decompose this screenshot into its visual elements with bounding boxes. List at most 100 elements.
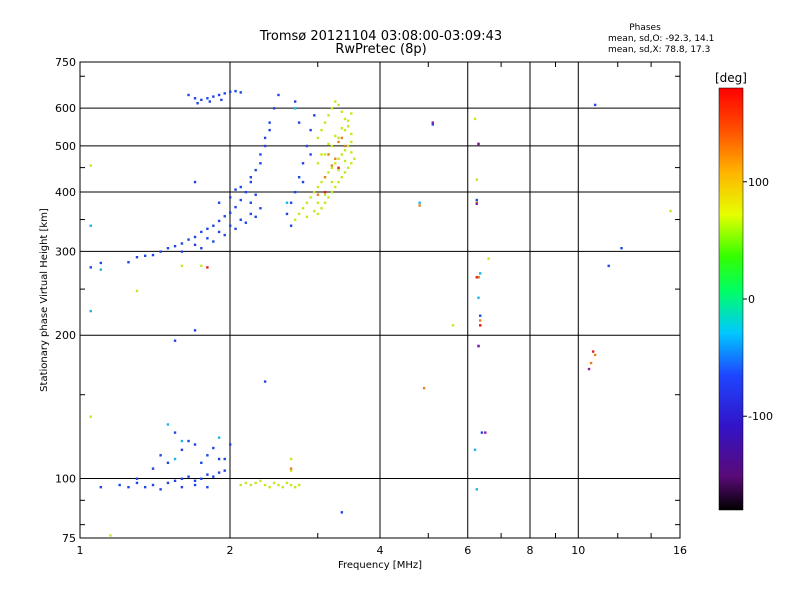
data-point	[334, 162, 337, 165]
data-point	[187, 439, 190, 443]
data-point	[229, 224, 232, 227]
data-point	[281, 485, 284, 489]
data-point	[301, 180, 305, 184]
data-point	[289, 467, 293, 470]
data-point	[259, 207, 262, 210]
data-point	[330, 144, 334, 148]
data-point	[620, 247, 623, 250]
data-point	[166, 247, 170, 250]
data-point	[343, 128, 347, 132]
data-point	[479, 272, 482, 275]
data-point	[337, 136, 340, 140]
data-point	[193, 97, 197, 100]
data-point	[180, 250, 184, 253]
data-point	[320, 180, 323, 184]
data-point	[229, 90, 232, 93]
data-point	[180, 448, 184, 452]
data-point	[418, 204, 421, 207]
data-point	[475, 198, 478, 202]
data-point	[337, 168, 340, 172]
data-point	[200, 461, 203, 465]
data-point	[327, 153, 330, 156]
data-point	[200, 247, 203, 250]
data-point	[337, 166, 340, 169]
data-point	[301, 207, 305, 210]
data-point	[217, 471, 221, 474]
x-tick-label: 10	[571, 544, 585, 557]
data-point	[330, 180, 334, 184]
y-tick-label: 200	[55, 329, 76, 342]
data-point	[475, 488, 478, 491]
data-point	[118, 483, 121, 487]
y-tick-label: 100	[55, 473, 76, 486]
y-tick-label: 300	[55, 245, 76, 258]
data-point	[323, 201, 327, 204]
data-point	[309, 196, 312, 199]
data-point	[330, 107, 334, 110]
data-point	[259, 153, 262, 156]
data-point	[229, 196, 232, 199]
data-point	[350, 151, 353, 154]
data-point	[289, 201, 293, 204]
data-point	[135, 256, 139, 259]
data-point	[229, 211, 232, 214]
data-point	[223, 469, 226, 472]
data-point	[193, 235, 197, 239]
data-point	[135, 481, 139, 485]
data-point	[479, 319, 482, 322]
data-point	[249, 212, 253, 216]
data-point	[305, 215, 309, 219]
data-point	[206, 97, 209, 100]
data-point	[277, 93, 280, 97]
data-point	[187, 475, 190, 478]
data-point	[159, 488, 162, 491]
data-point	[268, 128, 271, 132]
data-point	[289, 224, 293, 227]
data-point	[431, 123, 434, 126]
data-point	[431, 121, 434, 124]
data-point	[200, 264, 203, 268]
data-point	[193, 443, 197, 446]
data-point	[323, 193, 327, 196]
colorbar-label: [deg]	[715, 71, 747, 85]
data-point	[223, 457, 226, 461]
data-point	[259, 479, 262, 483]
data-point	[289, 483, 293, 487]
data-point	[244, 221, 248, 224]
data-point	[337, 140, 340, 144]
data-point	[340, 511, 344, 514]
data-point	[305, 201, 309, 204]
data-point	[277, 483, 280, 487]
data-point	[346, 166, 350, 169]
data-point	[484, 431, 487, 434]
data-point	[337, 103, 340, 107]
data-point	[334, 157, 337, 161]
data-point	[316, 136, 320, 140]
data-point	[340, 110, 344, 114]
data-point	[217, 436, 221, 439]
y-tick-label: 75	[62, 532, 76, 545]
data-point	[334, 100, 337, 103]
data-point	[180, 439, 184, 443]
data-point	[473, 117, 477, 121]
data-point	[475, 276, 478, 279]
data-point	[249, 175, 253, 179]
data-point	[285, 212, 289, 216]
data-point	[293, 218, 297, 221]
data-point	[99, 261, 103, 265]
data-point	[316, 185, 320, 189]
data-point	[293, 107, 297, 110]
data-point	[607, 264, 610, 268]
x-axis-ticks: 1 2 4 6 8 10 16	[77, 62, 687, 557]
data-point	[173, 244, 177, 248]
data-point	[206, 237, 209, 240]
data-point	[200, 230, 203, 234]
y-axis-title: Stationary phase Virtual Height [km]	[39, 208, 50, 392]
data-point	[193, 180, 197, 184]
data-point	[212, 475, 215, 478]
y-tick-label: 400	[55, 186, 76, 199]
data-point	[212, 95, 215, 98]
data-point	[166, 481, 170, 485]
data-point	[323, 153, 327, 156]
data-point	[268, 121, 271, 124]
